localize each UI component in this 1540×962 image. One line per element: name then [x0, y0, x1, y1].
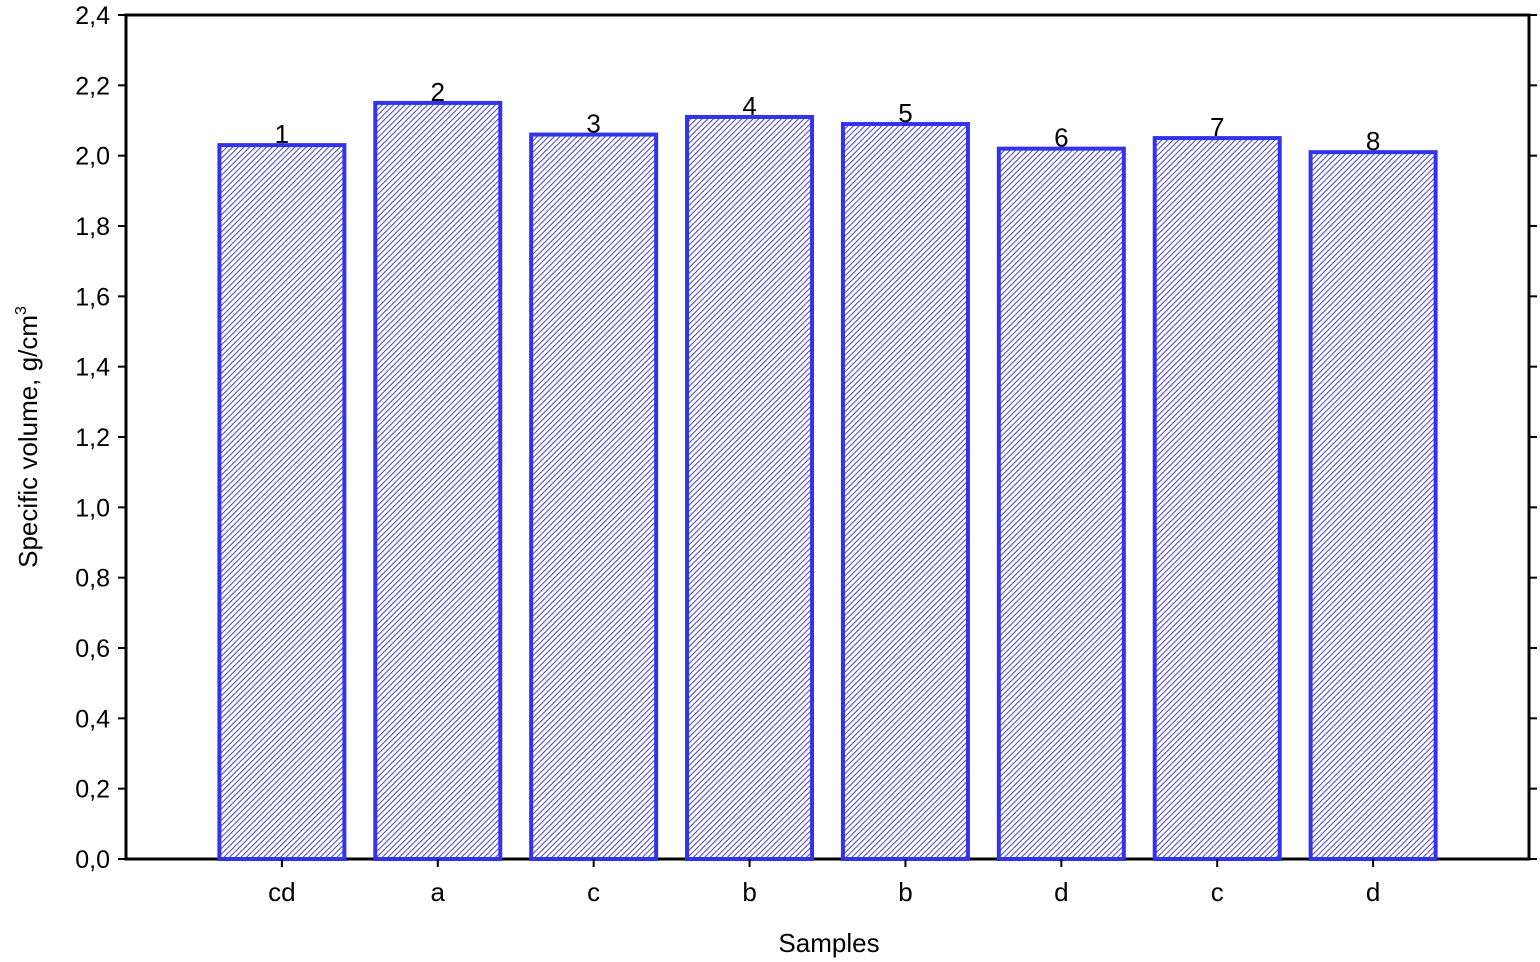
y-tick-label: 2,4 [75, 2, 110, 30]
x-tick-label: d [1366, 877, 1380, 907]
bar [840, 122, 970, 862]
x-tick-label: c [1211, 877, 1224, 907]
y-tick-label: 0,8 [75, 565, 110, 593]
y-tick-label: 2,2 [75, 72, 110, 100]
y-axis-title: Specific volume, g/cm3 [13, 306, 43, 568]
y-tick-label: 2,0 [75, 143, 110, 171]
bar-label: 5 [898, 98, 912, 128]
x-tick-label: cd [268, 877, 295, 907]
y-tick-label: 0,0 [75, 846, 110, 874]
x-tick-label: b [898, 877, 912, 907]
bar [373, 100, 503, 861]
x-axis-title: Samples [778, 928, 879, 958]
bar [996, 146, 1126, 861]
x-tick-label: c [587, 877, 600, 907]
y-tick-label: 1,4 [75, 354, 110, 382]
bar-label: 7 [1210, 112, 1224, 142]
bar [1308, 150, 1438, 861]
ticks-layer: 0,0 0,2 0,4 0,6 0,8 1,0 1,2 1,4 1,6 1,8 2,0 2,2 2,4 c… [75, 2, 1537, 907]
y-tick-label: 0,6 [75, 635, 110, 663]
y-tick-label: 1,6 [75, 283, 110, 311]
x-tick-label: a [431, 877, 446, 907]
y-axis-title-text: Specific volume, g/cm [13, 315, 43, 568]
y-tick-label: 1,0 [75, 494, 110, 522]
bar [217, 143, 347, 862]
bar [685, 114, 815, 861]
y-tick-label: 0,4 [75, 705, 110, 733]
bar [529, 132, 659, 862]
bar-label: 8 [1366, 126, 1380, 156]
y-tick-label: 0,2 [75, 776, 110, 804]
y-tick-label: 1,2 [75, 424, 110, 452]
bars-layer: 1 2 3 4 5 6 7 8 [217, 77, 1438, 862]
bar-label: 6 [1054, 123, 1068, 153]
bar-label: 3 [586, 109, 600, 139]
x-tick-label: b [742, 877, 756, 907]
bar-label: 4 [742, 91, 756, 121]
bar-label: 1 [275, 119, 289, 149]
x-tick-label: d [1054, 877, 1068, 907]
bar [1152, 136, 1282, 862]
bar-label: 2 [431, 77, 445, 107]
y-axis-title-superscript: 3 [13, 306, 30, 315]
y-tick-label: 1,8 [75, 213, 110, 241]
